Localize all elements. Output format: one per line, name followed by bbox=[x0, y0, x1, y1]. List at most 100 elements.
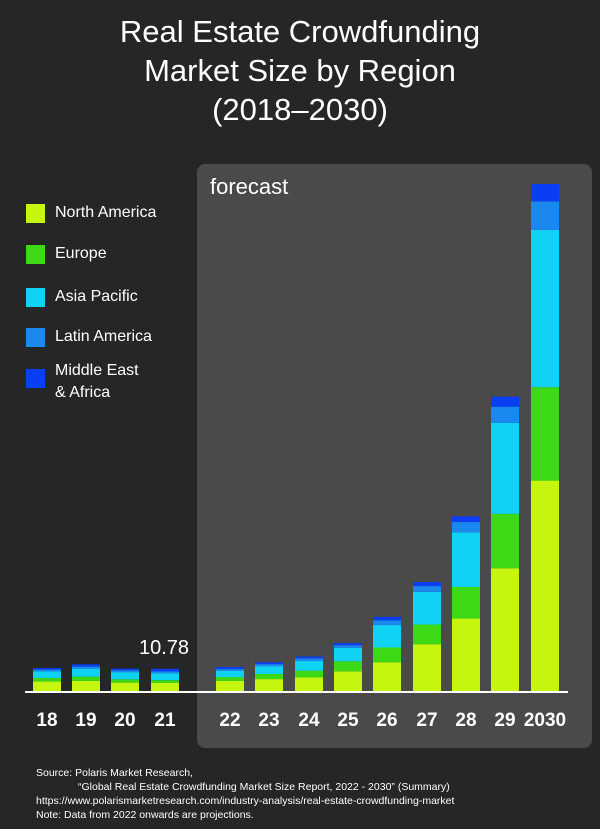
bar-segment-21-3 bbox=[151, 671, 179, 674]
title-line-1: Real Estate Crowdfunding bbox=[119, 14, 481, 49]
bar-segment-25-0 bbox=[334, 671, 362, 691]
legend-item-middle-east-africa: Middle East & Africa bbox=[26, 360, 226, 401]
legend-label: Asia Pacific bbox=[55, 288, 138, 305]
bar-segment-21-1 bbox=[151, 680, 179, 683]
bar-segment-23-0 bbox=[255, 679, 283, 691]
bar-segment-19-0 bbox=[72, 680, 100, 691]
bar-segment-29-0 bbox=[491, 568, 519, 691]
bar-segment-27-0 bbox=[413, 644, 441, 691]
legend-label: Middle East & Africa bbox=[55, 362, 139, 401]
bar-segment-23-4 bbox=[255, 662, 283, 665]
source-line-2: “Global Real Estate Crowdfunding Market … bbox=[78, 781, 450, 793]
bar-segment-2030-2 bbox=[531, 229, 559, 388]
bar-segment-18-2 bbox=[33, 671, 61, 679]
bar-segment-27-4 bbox=[413, 582, 441, 587]
legend-item-latin-america: Latin America bbox=[26, 326, 226, 350]
bar-segment-21-4 bbox=[151, 668, 179, 672]
legend-swatch bbox=[26, 245, 45, 264]
bar-segment-24-3 bbox=[295, 658, 323, 662]
source-url: https://www.polarismarketresearch.com/in… bbox=[36, 795, 455, 807]
value-annotation: 10.78 bbox=[139, 637, 189, 659]
forecast-label: forecast bbox=[210, 174, 289, 199]
legend-item-asia-pacific: Asia Pacific bbox=[26, 286, 226, 310]
bar-segment-26-0 bbox=[373, 662, 401, 691]
bar-segment-22-3 bbox=[216, 669, 244, 671]
legend-swatch bbox=[26, 369, 45, 388]
bar-segment-18-1 bbox=[33, 678, 61, 682]
bar-segment-19-4 bbox=[72, 664, 100, 667]
bar-segment-25-1 bbox=[334, 661, 362, 672]
bar-segment-21-0 bbox=[151, 682, 179, 691]
bar-segment-28-1 bbox=[452, 586, 480, 619]
bar-segment-19-2 bbox=[72, 668, 100, 677]
bar-segment-20-0 bbox=[111, 682, 139, 691]
legend-item-europe: Europe bbox=[26, 243, 226, 267]
bar-segment-20-1 bbox=[111, 679, 139, 683]
bar-segment-26-3 bbox=[373, 620, 401, 626]
bar-segment-25-3 bbox=[334, 645, 362, 648]
bar-segment-29-3 bbox=[491, 406, 519, 423]
source-note: Source: Polaris Market Research, “Global… bbox=[36, 766, 596, 822]
bar-segment-18-0 bbox=[33, 681, 61, 691]
x-tick-label: 24 bbox=[298, 710, 320, 731]
legend-label: North America bbox=[55, 204, 157, 221]
bar-segment-26-4 bbox=[373, 616, 401, 621]
bar-segment-2030-1 bbox=[531, 387, 559, 481]
bar-segment-22-0 bbox=[216, 680, 244, 691]
bar-segment-22-1 bbox=[216, 677, 244, 681]
bar-segment-2030-3 bbox=[531, 201, 559, 230]
x-tick-label: 21 bbox=[154, 710, 176, 731]
bar-segment-22-4 bbox=[216, 666, 244, 670]
bar-segment-18-3 bbox=[33, 669, 61, 672]
bar-segment-22-2 bbox=[216, 670, 244, 678]
bar-segment-2030-4 bbox=[531, 184, 559, 202]
bar-segment-27-1 bbox=[413, 624, 441, 645]
x-tick-label: 18 bbox=[36, 710, 57, 731]
x-tick-label: 19 bbox=[75, 710, 96, 731]
x-tick-label: 20 bbox=[114, 710, 135, 731]
legend-label: Latin America bbox=[55, 328, 152, 345]
title-line-3: (2018–2030) bbox=[212, 92, 388, 127]
x-tick-label: 28 bbox=[455, 710, 476, 731]
chart-title: Real Estate Crowdfunding Market Size by … bbox=[0, 12, 600, 129]
bar-segment-23-2 bbox=[255, 666, 283, 674]
bar-segment-28-4 bbox=[452, 516, 480, 523]
bar-segment-19-1 bbox=[72, 676, 100, 681]
bar-segment-21-2 bbox=[151, 673, 179, 681]
projection-note: Note: Data from 2022 onwards are project… bbox=[36, 809, 254, 821]
bar-segment-25-2 bbox=[334, 647, 362, 662]
bar-segment-29-2 bbox=[491, 422, 519, 514]
bar-segment-26-2 bbox=[373, 625, 401, 648]
bar-segment-2030-0 bbox=[531, 480, 559, 691]
bar-segment-24-2 bbox=[295, 661, 323, 671]
legend-swatch bbox=[26, 288, 45, 307]
bar-segment-24-0 bbox=[295, 677, 323, 691]
x-tick-label: 25 bbox=[337, 710, 359, 731]
bar-segment-29-4 bbox=[491, 396, 519, 407]
bar-segment-24-1 bbox=[295, 670, 323, 678]
legend-label: Europe bbox=[55, 245, 107, 262]
bar-segment-23-1 bbox=[255, 673, 283, 680]
bar-segment-20-4 bbox=[111, 668, 139, 671]
bar-segment-28-3 bbox=[452, 522, 480, 533]
x-tick-label: 26 bbox=[376, 710, 397, 731]
bar-segment-23-3 bbox=[255, 664, 283, 667]
bar-segment-27-2 bbox=[413, 591, 441, 625]
bar-segment-18-4 bbox=[33, 668, 61, 670]
title-line-2: Market Size by Region bbox=[144, 53, 456, 88]
x-tick-label: 2030 bbox=[524, 710, 566, 731]
x-tick-label: 27 bbox=[416, 710, 437, 731]
bar-segment-28-0 bbox=[452, 618, 480, 691]
bar-segment-28-2 bbox=[452, 532, 480, 587]
bar-segment-19-3 bbox=[72, 666, 100, 669]
source-line-1: Source: Polaris Market Research, bbox=[36, 767, 193, 779]
legend-item-north-america: North America bbox=[26, 202, 226, 226]
x-tick-label: 22 bbox=[219, 710, 240, 731]
bar-segment-20-3 bbox=[111, 670, 139, 673]
legend-swatch bbox=[26, 328, 45, 347]
bar-segment-27-3 bbox=[413, 586, 441, 592]
x-tick-label: 23 bbox=[258, 710, 279, 731]
bar-segment-25-4 bbox=[334, 643, 362, 646]
bar-segment-29-1 bbox=[491, 513, 519, 569]
